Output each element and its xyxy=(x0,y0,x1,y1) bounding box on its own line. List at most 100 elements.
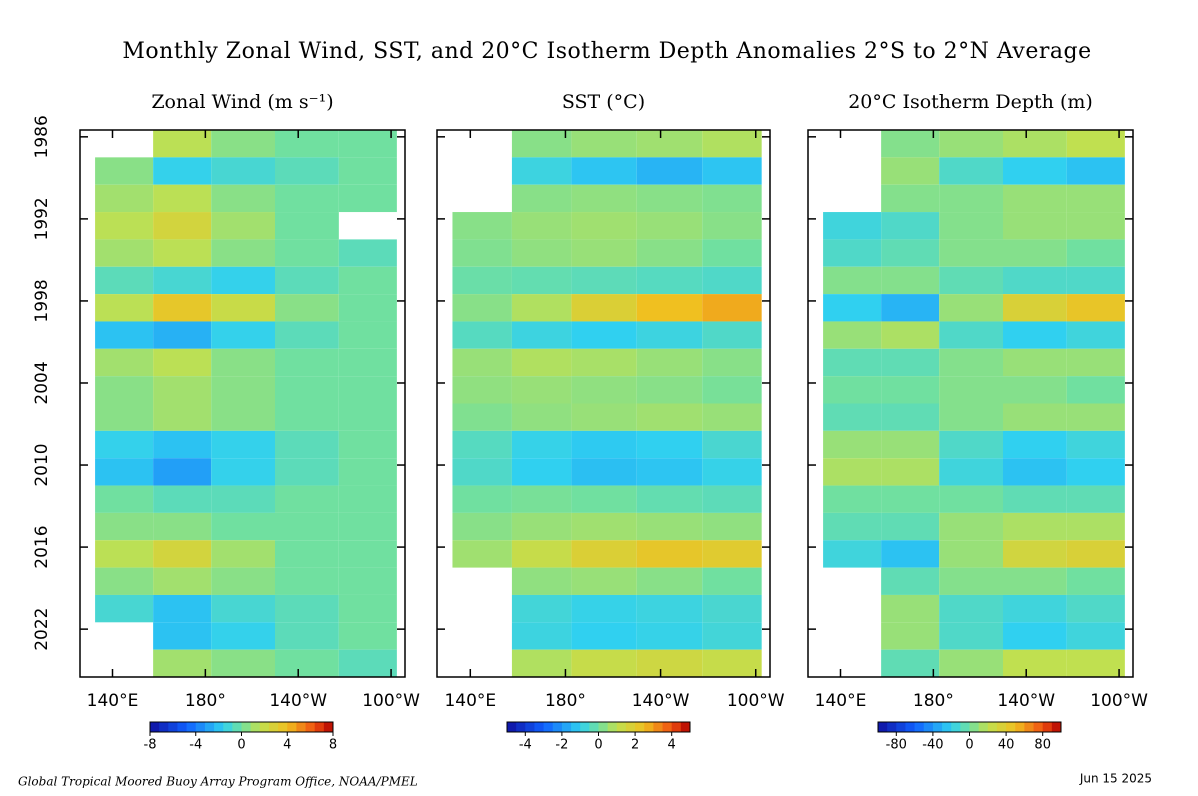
colorbar-step xyxy=(259,722,270,732)
cell xyxy=(823,266,882,295)
cell xyxy=(571,622,637,650)
colorbar-step xyxy=(951,722,961,732)
cell xyxy=(1003,294,1067,322)
cell xyxy=(1003,567,1067,595)
cell xyxy=(211,458,275,486)
cell xyxy=(338,540,397,568)
colorbar-step xyxy=(662,722,673,732)
cell xyxy=(211,321,275,349)
cell xyxy=(95,348,154,377)
cell xyxy=(275,567,339,595)
cell xyxy=(275,157,339,185)
cell xyxy=(636,239,703,267)
cell xyxy=(275,594,339,623)
x-tick-label: 140°W xyxy=(997,691,1055,711)
cell xyxy=(939,130,1003,158)
cell xyxy=(211,239,275,267)
cell xyxy=(571,430,637,459)
cell xyxy=(338,376,397,404)
cell xyxy=(511,403,572,431)
cell xyxy=(881,239,940,267)
cell xyxy=(1003,321,1067,349)
cell xyxy=(153,458,212,486)
cell xyxy=(511,239,572,267)
cell xyxy=(1066,594,1125,623)
cell xyxy=(571,594,637,623)
cell xyxy=(275,130,339,158)
cell xyxy=(338,321,397,349)
cell xyxy=(452,403,512,431)
cell xyxy=(153,485,212,513)
colorbar-step xyxy=(1033,722,1044,732)
colorbar-step xyxy=(177,722,188,732)
cell xyxy=(702,294,762,322)
y-tick-label: 2010 xyxy=(32,443,52,486)
cell xyxy=(338,622,397,650)
y-tick-label: 2022 xyxy=(32,608,52,651)
cell xyxy=(338,403,397,431)
cell xyxy=(939,567,1003,595)
colorbar-tick-label: -4 xyxy=(189,738,202,753)
cell xyxy=(452,485,512,513)
colorbar-step xyxy=(635,722,645,732)
cell xyxy=(275,540,339,568)
colorbar-step xyxy=(598,722,609,732)
cell xyxy=(823,321,882,349)
cell xyxy=(823,348,882,377)
cell xyxy=(511,212,572,240)
footer: Global Tropical Moored Buoy Array Progra… xyxy=(18,775,418,789)
cell xyxy=(571,184,637,213)
colorbar-step xyxy=(1006,722,1016,732)
cell xyxy=(1066,622,1125,650)
colorbar-step xyxy=(607,722,618,732)
cell xyxy=(1003,430,1067,459)
colorbar-step xyxy=(653,722,664,732)
cell xyxy=(881,512,940,541)
cell xyxy=(338,130,397,158)
cell xyxy=(939,212,1003,240)
colorbar-step xyxy=(942,722,952,732)
cell xyxy=(1066,266,1125,295)
cell xyxy=(153,540,212,568)
cell xyxy=(153,294,212,322)
cell xyxy=(571,157,637,185)
cell xyxy=(939,157,1003,185)
cell xyxy=(153,403,212,431)
cell xyxy=(452,376,512,404)
cell xyxy=(511,294,572,322)
cell xyxy=(95,512,154,541)
colorbar-step xyxy=(616,722,627,732)
cell xyxy=(702,403,762,431)
colorbar-tick-label: 0 xyxy=(965,738,973,753)
cell xyxy=(702,485,762,513)
colorbar-step xyxy=(223,722,233,732)
cell xyxy=(1003,458,1067,486)
cell xyxy=(153,649,212,677)
cell xyxy=(939,622,1003,650)
colorbar-step xyxy=(168,722,178,732)
cell xyxy=(1003,266,1067,295)
cell xyxy=(881,376,940,404)
cell xyxy=(823,376,882,404)
colorbar-step xyxy=(896,722,906,732)
cell xyxy=(511,567,572,595)
colorbar-step xyxy=(905,722,916,732)
cell xyxy=(511,649,572,677)
cell xyxy=(338,266,397,295)
colorbar-step xyxy=(978,722,989,732)
cell xyxy=(338,348,397,377)
cell xyxy=(881,649,940,677)
cell xyxy=(939,512,1003,541)
cell xyxy=(95,321,154,349)
cell xyxy=(95,212,154,240)
cell xyxy=(702,266,762,295)
cell xyxy=(211,348,275,377)
colorbar-step xyxy=(923,722,934,732)
cell xyxy=(1003,157,1067,185)
cell xyxy=(823,403,882,431)
cell xyxy=(95,458,154,486)
cell xyxy=(211,485,275,513)
cell xyxy=(452,266,512,295)
y-tick-label: 2016 xyxy=(32,525,52,568)
colorbar-step xyxy=(525,722,535,732)
